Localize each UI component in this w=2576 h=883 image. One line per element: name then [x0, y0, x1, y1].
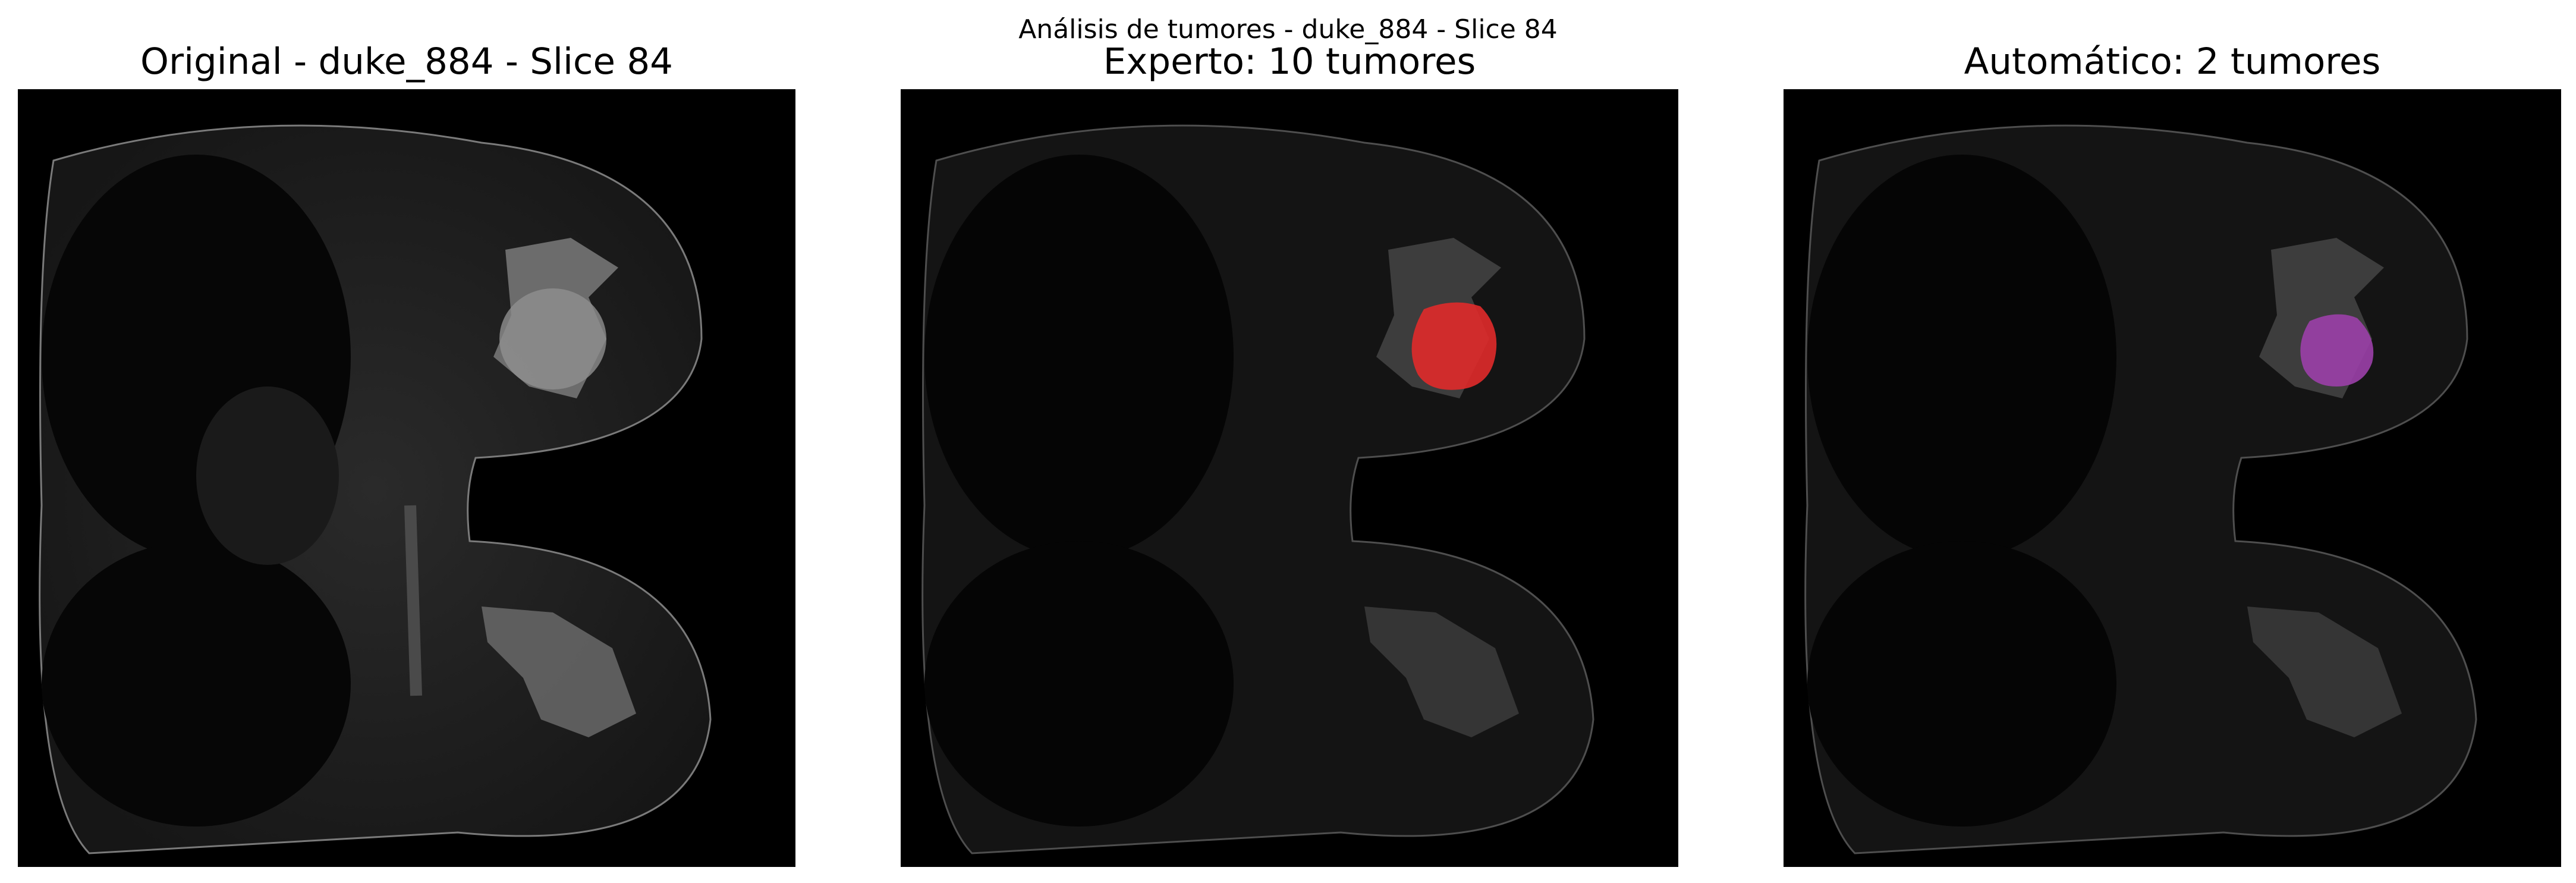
mri-image-original — [18, 89, 795, 867]
panel-title-auto: Automático: 2 tumores — [1964, 40, 2381, 83]
expert-tumor-mask — [1411, 302, 1497, 390]
panel-title-original: Original - duke_884 - Slice 84 — [140, 40, 673, 83]
figure-suptitle: Análisis de tumores - duke_884 - Slice 8… — [1018, 14, 1558, 45]
auto-tumor-mask — [2300, 314, 2374, 386]
panel-title-expert: Experto: 10 tumores — [1103, 40, 1476, 83]
mri-image-auto — [1784, 89, 2561, 867]
mri-image-expert — [901, 89, 1678, 867]
